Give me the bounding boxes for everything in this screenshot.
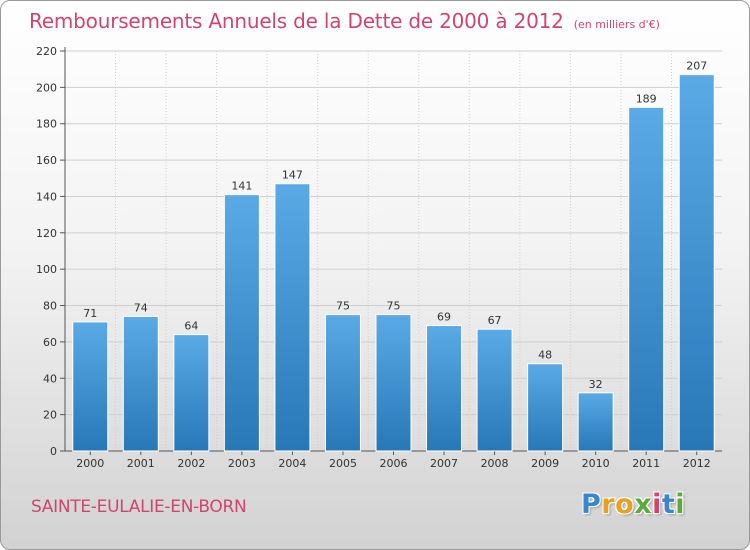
- y-tick-label: 200: [36, 81, 57, 94]
- y-tick-label: 120: [36, 227, 57, 240]
- x-tick-label-2011: 2011: [632, 457, 660, 470]
- y-tick-label: 220: [36, 45, 57, 58]
- x-tick-label-2006: 2006: [380, 457, 408, 470]
- y-tick-label: 100: [36, 263, 57, 276]
- data-label-2002: 64: [184, 320, 198, 333]
- data-label-2003: 141: [231, 180, 252, 193]
- y-tick-label: 140: [36, 190, 57, 203]
- data-label-2007: 69: [437, 311, 451, 324]
- bar-2008: [476, 328, 513, 452]
- bar-2005: [324, 314, 361, 452]
- proxiti-logo: Proxiti: [581, 489, 685, 520]
- data-label-2011: 189: [636, 92, 657, 105]
- data-label-2000: 71: [83, 307, 97, 320]
- y-tick-label: 40: [43, 372, 57, 385]
- y-tick-label: 60: [43, 336, 57, 349]
- bar-2001: [122, 315, 159, 452]
- data-label-2010: 32: [589, 378, 603, 391]
- logo-letter: i: [675, 489, 686, 520]
- bar-2002: [173, 334, 210, 452]
- bar-2007: [426, 325, 463, 452]
- x-tick-label-2008: 2008: [481, 457, 509, 470]
- y-tick-label: 180: [36, 118, 57, 131]
- bar-2003: [223, 194, 260, 452]
- y-tick-label: 20: [43, 409, 57, 422]
- bars: [72, 74, 715, 452]
- chart-title-text: Remboursements Annuels de la Dette de 20…: [29, 9, 564, 33]
- x-tick-label-2000: 2000: [76, 457, 104, 470]
- chart-unit-label: (en milliers d'€): [573, 18, 660, 31]
- y-tick-label: 80: [43, 300, 57, 313]
- logo-letter: o: [615, 489, 635, 520]
- y-tick-label: 160: [36, 154, 57, 167]
- data-label-2006: 75: [387, 300, 401, 313]
- data-label-2012: 207: [686, 60, 707, 73]
- logo-letter: r: [601, 489, 616, 520]
- data-label-2008: 67: [488, 314, 502, 327]
- bar-2012: [678, 74, 715, 452]
- logo-letter: t: [661, 489, 676, 520]
- x-tick-label-2012: 2012: [683, 457, 711, 470]
- bar-2009: [527, 363, 564, 452]
- data-label-2001: 74: [134, 301, 148, 314]
- x-tick-label-2009: 2009: [531, 457, 559, 470]
- x-tick-label-2005: 2005: [329, 457, 357, 470]
- x-tick-label-2001: 2001: [127, 457, 155, 470]
- bar-2004: [274, 183, 311, 452]
- labels: 0 20 40 60 80 100 120 140 160 180 200 220 71 2000 74 20…: [36, 45, 711, 470]
- bar-2006: [375, 314, 412, 452]
- x-tick-label-2002: 2002: [177, 457, 205, 470]
- logo-letter: x: [634, 489, 653, 520]
- x-tick-label-2004: 2004: [278, 457, 306, 470]
- data-label-2004: 147: [282, 169, 303, 182]
- x-tick-label-2003: 2003: [228, 457, 256, 470]
- data-label-2009: 48: [538, 349, 552, 362]
- logo-letter: P: [581, 489, 602, 520]
- data-label-2005: 75: [336, 300, 350, 313]
- y-tick-label: 0: [50, 445, 57, 458]
- chart-title: Remboursements Annuels de la Dette de 20…: [29, 9, 660, 33]
- logo-letter: i: [652, 489, 662, 520]
- bar-2000: [72, 321, 109, 452]
- commune-name: SAINTE-EULALIE-EN-BORN: [31, 497, 247, 517]
- bar-2011: [628, 106, 665, 452]
- bar-2010: [577, 392, 614, 452]
- x-tick-label-2007: 2007: [430, 457, 458, 470]
- x-tick-label-2010: 2010: [582, 457, 610, 470]
